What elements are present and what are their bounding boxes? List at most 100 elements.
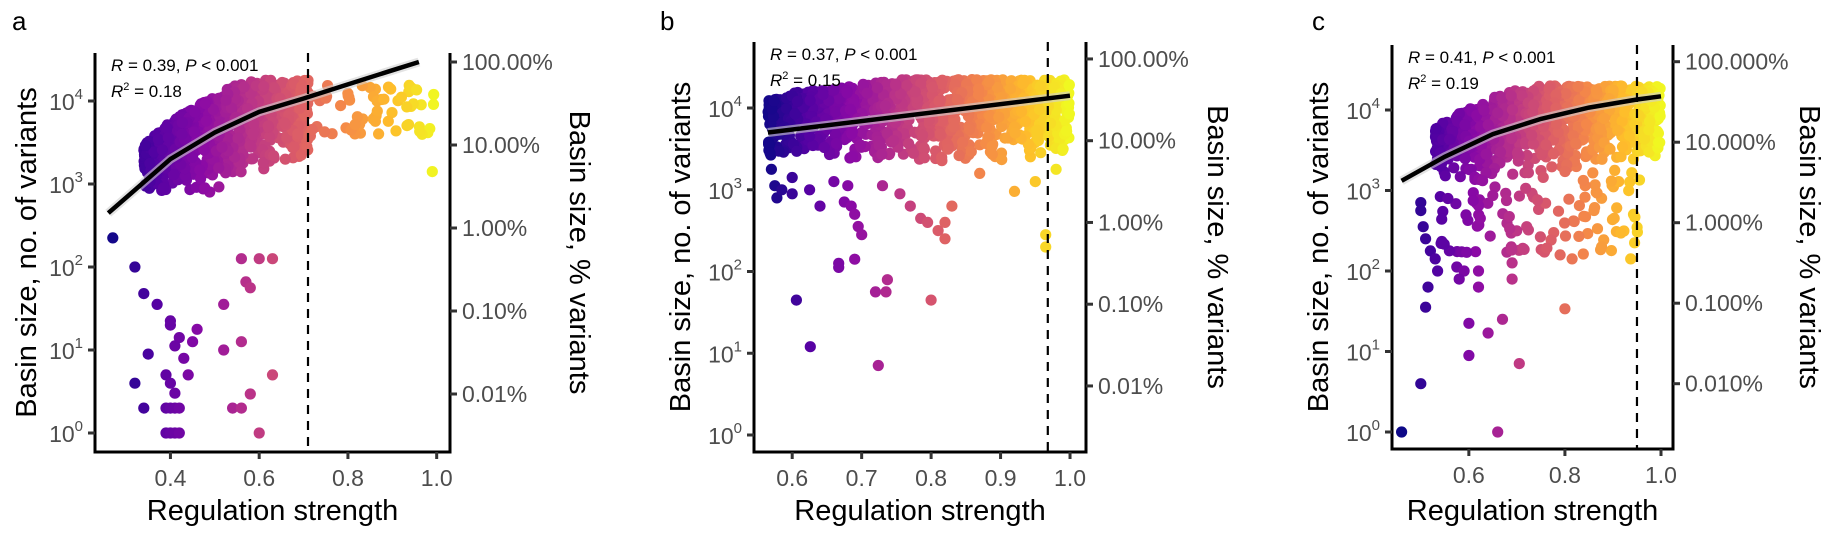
data-point	[162, 132, 174, 144]
data-point	[173, 332, 185, 344]
y-tick-base: 10	[49, 338, 75, 364]
y-tick-exponent: 1	[1372, 337, 1380, 354]
data-point	[1439, 170, 1451, 182]
data-point	[1587, 167, 1599, 179]
data-point	[191, 323, 203, 335]
data-point	[1478, 104, 1490, 116]
data-point	[1019, 115, 1032, 128]
data-point	[1472, 265, 1485, 277]
data-point	[1623, 130, 1635, 142]
data-point	[1531, 194, 1544, 206]
data-point	[857, 78, 869, 90]
data-point	[1415, 197, 1427, 209]
data-point	[1594, 123, 1606, 135]
data-point	[1568, 215, 1580, 228]
x-tick-label: 0.6	[776, 465, 808, 491]
y-right-tick-label: 0.010%	[1685, 371, 1763, 397]
data-point	[1579, 191, 1591, 203]
data-point	[1040, 241, 1052, 253]
data-point	[1527, 138, 1539, 150]
data-point	[1459, 153, 1471, 165]
data-point	[1017, 77, 1030, 89]
data-point	[248, 118, 260, 130]
y-right-tick-label: 10.00%	[462, 132, 540, 158]
scatter-points	[107, 74, 440, 439]
stat-r2-exp: 2	[123, 81, 129, 93]
data-point	[1494, 146, 1507, 158]
data-point	[780, 103, 793, 115]
y-tick-exponent: 0	[734, 420, 742, 437]
data-point	[986, 140, 998, 152]
y-right-tick-label: 0.10%	[462, 298, 527, 324]
data-point	[1591, 223, 1604, 235]
data-point	[220, 94, 232, 106]
y-tick-exponent: 4	[75, 86, 83, 103]
data-point	[1513, 358, 1525, 370]
data-point	[1429, 253, 1441, 265]
data-point	[833, 261, 845, 273]
y-tick-label: 102	[1346, 256, 1380, 285]
y-tick-exponent: 3	[734, 175, 742, 192]
stat-p-value: < 0.001	[856, 45, 918, 64]
data-point	[306, 123, 318, 136]
stat-p-symbol: P	[844, 45, 856, 64]
data-point	[918, 142, 930, 154]
data-point	[1503, 211, 1515, 223]
y-tick-exponent: 0	[75, 418, 83, 435]
data-point	[244, 282, 256, 294]
data-point	[786, 171, 798, 184]
data-point	[918, 152, 931, 164]
data-point	[1463, 349, 1475, 362]
y-tick-base: 10	[708, 96, 734, 122]
data-point	[268, 150, 280, 162]
data-point	[1045, 117, 1057, 129]
x-tick-label: 0.6	[1453, 462, 1485, 488]
data-point	[981, 121, 993, 134]
data-point	[991, 81, 1004, 94]
data-point	[1608, 212, 1620, 224]
y-tick-label: 100	[1346, 417, 1380, 446]
y-right-tick-label: 1.000%	[1685, 210, 1763, 236]
data-point	[1623, 185, 1635, 197]
y-tick-base: 10	[49, 172, 75, 198]
x-tick-label: 0.4	[154, 465, 186, 491]
scatter-points	[762, 74, 1075, 372]
data-point	[1482, 327, 1494, 339]
stat-p-symbol: P	[185, 56, 197, 75]
data-point	[830, 137, 842, 150]
data-point	[1035, 80, 1047, 92]
data-point	[1588, 204, 1600, 217]
x-axis-title: Regulation strength	[1407, 495, 1659, 527]
data-point	[907, 147, 920, 159]
data-point	[129, 261, 141, 273]
data-point	[986, 148, 998, 160]
x-tick-label: 1.0	[421, 465, 453, 491]
data-point	[768, 95, 780, 107]
stat-r-squared: R2 = 0.19	[1408, 73, 1479, 93]
scatter-points	[1396, 80, 1666, 438]
data-point	[1444, 133, 1456, 145]
data-point	[301, 141, 313, 153]
data-point	[1548, 148, 1560, 160]
data-point	[1521, 149, 1533, 161]
data-point	[1460, 209, 1472, 221]
data-point	[1563, 193, 1575, 205]
data-point	[199, 182, 211, 194]
data-point	[776, 184, 788, 196]
panel-b: b0.6 0.7 0.8 0.9 1.0100101102103104100.00%10…	[660, 6, 1233, 527]
stat-r2-value: 0.15	[808, 71, 841, 90]
data-point	[244, 388, 256, 400]
data-point	[1459, 119, 1471, 131]
data-point	[295, 84, 307, 96]
data-point	[933, 95, 945, 107]
y-axis-title: Basin size, no. of variants	[1303, 82, 1335, 412]
y-tick-label: 103	[1346, 176, 1380, 205]
panel-letter: b	[660, 6, 674, 36]
y-tick-exponent: 2	[1372, 256, 1380, 273]
data-point	[1626, 167, 1638, 179]
data-point	[266, 253, 279, 265]
data-point	[1633, 109, 1645, 121]
data-point	[1559, 165, 1571, 178]
data-point	[1589, 179, 1601, 191]
fit-line	[767, 93, 1071, 135]
